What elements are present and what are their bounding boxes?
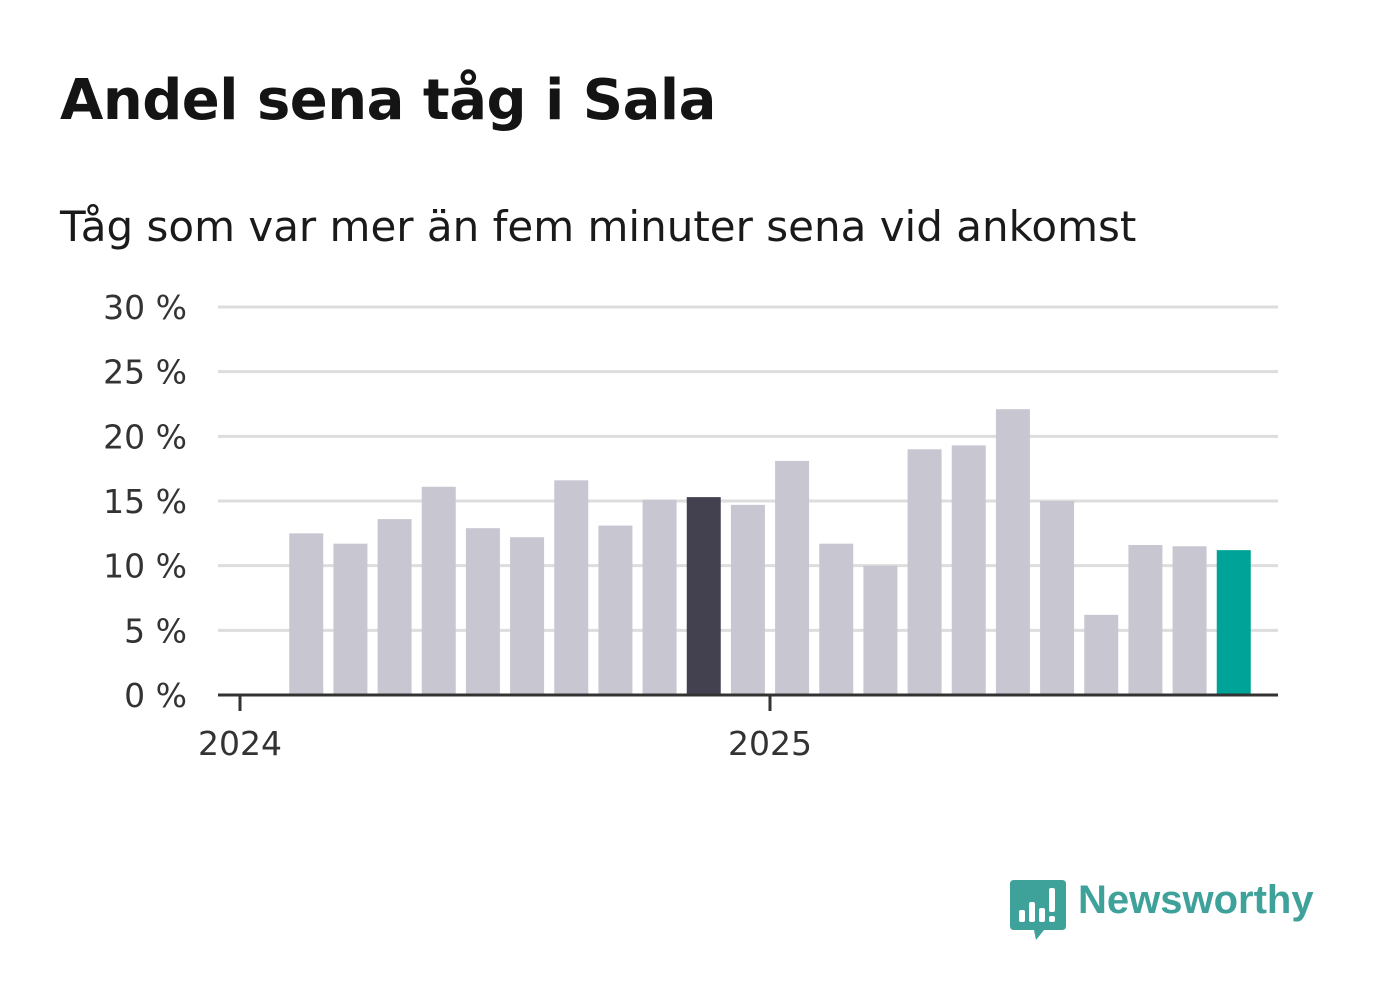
bar xyxy=(421,486,456,695)
brand-name: Newsworthy xyxy=(1078,878,1314,922)
y-tick-label: 25 % xyxy=(103,353,187,392)
bar xyxy=(510,537,545,695)
bar xyxy=(1216,550,1251,695)
bar xyxy=(377,519,412,695)
x-tick-label: 2025 xyxy=(728,724,812,763)
bar xyxy=(642,499,677,695)
bar xyxy=(1172,546,1207,695)
bar xyxy=(289,533,324,695)
bar xyxy=(1128,544,1163,695)
bar xyxy=(951,445,986,695)
y-tick-label: 10 % xyxy=(103,547,187,586)
bar xyxy=(730,504,765,695)
newsworthy-logo-icon xyxy=(1010,880,1066,940)
y-tick-label: 20 % xyxy=(103,417,187,456)
newsworthy-logo: Newsworthy xyxy=(1010,878,1330,942)
bar-chart: 0 % 5 % 10 % 15 % 20 % 25 % 30 % 2024 2025 xyxy=(103,288,1278,763)
y-tick-label: 15 % xyxy=(103,482,187,521)
bar xyxy=(554,480,589,695)
bar xyxy=(1040,501,1075,695)
bar xyxy=(333,543,368,695)
bar xyxy=(863,565,898,695)
axes xyxy=(218,693,1278,711)
y-tick-label: 5 % xyxy=(124,611,187,650)
bar xyxy=(686,497,721,695)
bars xyxy=(289,409,1251,695)
bar xyxy=(775,460,810,695)
bar xyxy=(819,543,854,695)
x-tick-label: 2024 xyxy=(198,724,282,763)
bar xyxy=(1084,614,1119,695)
bar xyxy=(598,525,633,695)
bar xyxy=(465,528,500,695)
chart-subtitle: Tåg som var mer än fem minuter sena vid … xyxy=(60,202,1137,251)
chart-title: Andel sena tåg i Sala xyxy=(60,68,716,133)
tick-labels: 0 % 5 % 10 % 15 % 20 % 25 % 30 % 2024 2025 xyxy=(103,288,812,763)
y-tick-label: 0 % xyxy=(124,676,187,715)
bar xyxy=(995,409,1030,695)
y-tick-label: 30 % xyxy=(103,288,187,327)
bar xyxy=(907,449,942,695)
